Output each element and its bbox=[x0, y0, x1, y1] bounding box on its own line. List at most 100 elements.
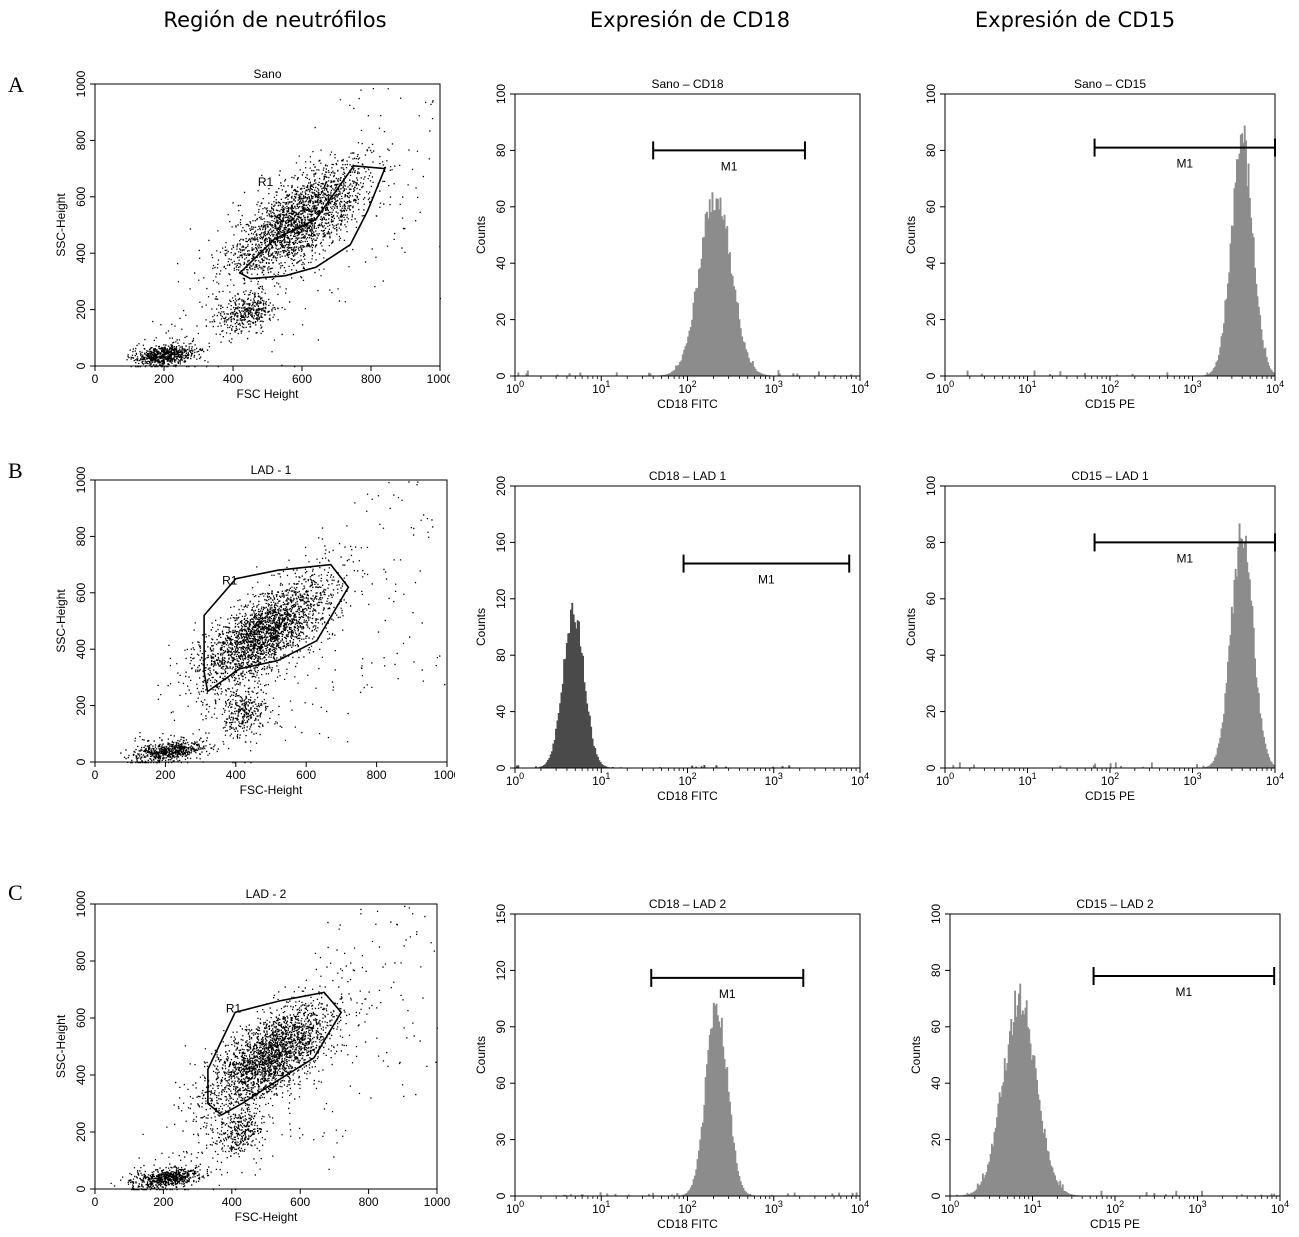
y-tick-label: 1000 bbox=[74, 890, 88, 917]
x-tick-label: 100 bbox=[506, 771, 524, 788]
chart-C-scatter: LAD - 2 FSC-Height SSC-Height 0 200 400 600 800… bbox=[55, 887, 451, 1224]
x-axis-label: FSC Height bbox=[236, 387, 299, 401]
scatter-dots bbox=[126, 88, 442, 368]
y-tick-label: 80 bbox=[924, 535, 938, 549]
x-tick-label: 100 bbox=[936, 771, 954, 788]
y-axis-label: Counts bbox=[909, 1036, 923, 1074]
x-tick-label: 400 bbox=[226, 768, 246, 782]
y-axis-label: Counts bbox=[904, 216, 918, 254]
y-tick-label: 90 bbox=[494, 1020, 508, 1034]
y-tick-label: 0 bbox=[924, 372, 938, 379]
marker-m1-label: M1 bbox=[1176, 985, 1193, 999]
x-tick-label: 800 bbox=[367, 768, 387, 782]
y-tick-label: 200 bbox=[494, 476, 508, 496]
x-tick-label: 101 bbox=[1018, 379, 1036, 396]
y-tick-label: 0 bbox=[494, 1192, 508, 1199]
y-tick-label: 400 bbox=[74, 243, 88, 263]
y-tick-label: 60 bbox=[924, 200, 938, 214]
chart-title: LAD - 1 bbox=[251, 463, 292, 477]
x-tick-label: 200 bbox=[154, 372, 174, 386]
x-tick-label: 103 bbox=[1188, 1199, 1206, 1216]
y-tick-label: 0 bbox=[74, 362, 88, 369]
y-tick-label: 20 bbox=[494, 313, 508, 327]
y-tick-label: 160 bbox=[494, 532, 508, 552]
x-tick-label: 104 bbox=[1266, 771, 1284, 788]
x-tick-label: 103 bbox=[765, 379, 783, 396]
chart-title: Sano bbox=[253, 67, 281, 81]
chart-C-cd18: CD18 – LAD 2 CD18 FITC Counts 0 30 60 90 120 150… bbox=[474, 897, 869, 1231]
chart-B-cd15: CD15 – LAD 1 CD15 PE Counts 0 20 40 60 80 100 100… bbox=[904, 469, 1284, 803]
y-tick-label: 40 bbox=[924, 648, 938, 662]
y-tick-label: 0 bbox=[924, 764, 938, 771]
x-tick-label: 101 bbox=[1023, 1199, 1041, 1216]
x-tick-label: 400 bbox=[223, 372, 243, 386]
y-axis-label: SSC-Height bbox=[55, 193, 68, 257]
y-tick-label: 0 bbox=[494, 372, 508, 379]
x-tick-label: 102 bbox=[678, 771, 696, 788]
y-tick-label: 20 bbox=[924, 313, 938, 327]
y-tick-label: 0 bbox=[74, 758, 88, 765]
histogram-distribution bbox=[515, 602, 860, 769]
x-tick-label: 0 bbox=[92, 1195, 99, 1209]
y-tick-label: 400 bbox=[74, 1065, 88, 1085]
y-tick-label: 120 bbox=[494, 588, 508, 608]
y-tick-label: 600 bbox=[74, 582, 88, 602]
x-tick-label: 100 bbox=[941, 1199, 959, 1216]
plot-frame bbox=[514, 485, 861, 769]
scatter-points bbox=[126, 88, 442, 368]
y-tick-label: 800 bbox=[74, 951, 88, 971]
x-tick-label: 102 bbox=[1101, 379, 1119, 396]
y-tick-label: 100 bbox=[494, 84, 508, 104]
plot-frame bbox=[944, 93, 1276, 377]
gate-r1-label: R1 bbox=[226, 1001, 242, 1015]
x-tick-label: 102 bbox=[678, 379, 696, 396]
column-title-cd18-expression: Expresión de CD18 bbox=[589, 8, 791, 32]
x-tick-label: 400 bbox=[222, 1195, 242, 1209]
y-axis-label: Counts bbox=[474, 608, 488, 646]
y-tick-label: 0 bbox=[74, 1185, 88, 1192]
chart-A-cd18: Sano – CD18 CD18 FITC Counts 0 20 40 60 80 100 10… bbox=[474, 77, 869, 411]
gate-r1-label: R1 bbox=[222, 574, 238, 588]
marker-m1-label: M1 bbox=[1176, 551, 1193, 565]
gate-r1-label: R1 bbox=[258, 175, 274, 189]
x-tick-label: 800 bbox=[361, 372, 381, 386]
x-tick-label: 100 bbox=[506, 379, 524, 396]
plot-frame bbox=[514, 913, 861, 1197]
x-tick-label: 103 bbox=[1183, 771, 1201, 788]
marker-m1-label: M1 bbox=[758, 573, 775, 587]
y-tick-label: 600 bbox=[74, 186, 88, 206]
column-title-neutrophil-region: Región de neutrófilos bbox=[163, 8, 387, 32]
y-tick-label: 100 bbox=[924, 84, 938, 104]
x-tick-label: 104 bbox=[1271, 1199, 1289, 1216]
x-tick-label: 600 bbox=[296, 768, 316, 782]
x-tick-label: 104 bbox=[851, 771, 869, 788]
chart-B-scatter: LAD - 1 FSC-Height SSC-Height 0 200 400 600 800… bbox=[55, 463, 455, 797]
x-tick-label: 102 bbox=[1101, 771, 1119, 788]
gate-r1-outline bbox=[203, 563, 350, 693]
x-tick-label: 1000 bbox=[427, 372, 450, 386]
y-tick-label: 0 bbox=[929, 1192, 943, 1199]
y-tick-label: 1000 bbox=[74, 466, 88, 493]
row-label-a: A bbox=[8, 72, 24, 97]
x-tick-label: 101 bbox=[592, 379, 610, 396]
x-tick-label: 103 bbox=[765, 771, 783, 788]
x-tick-label: 1000 bbox=[434, 768, 455, 782]
x-tick-label: 101 bbox=[1018, 771, 1036, 788]
x-axis-label: CD18 FITC bbox=[657, 397, 718, 411]
histogram-distribution bbox=[515, 1002, 860, 1197]
row-label-b: B bbox=[8, 458, 23, 483]
y-tick-label: 100 bbox=[924, 476, 938, 496]
x-tick-label: 101 bbox=[592, 1199, 610, 1216]
row-label-c: C bbox=[8, 880, 23, 905]
x-tick-label: 200 bbox=[155, 768, 175, 782]
y-tick-label: 40 bbox=[929, 1076, 943, 1090]
gate-r1-outline bbox=[238, 164, 386, 280]
y-tick-label: 80 bbox=[494, 648, 508, 662]
chart-title: CD18 – LAD 2 bbox=[649, 897, 727, 911]
chart-A-cd15: Sano – CD15 CD15 PE Counts 0 20 40 60 80 100 100 1… bbox=[904, 77, 1284, 411]
x-tick-label: 102 bbox=[1106, 1199, 1124, 1216]
chart-title: CD18 – LAD 1 bbox=[649, 469, 727, 483]
chart-title: CD15 – LAD 1 bbox=[1071, 469, 1149, 483]
histogram-distribution bbox=[950, 983, 1280, 1197]
y-axis-label: Counts bbox=[474, 216, 488, 254]
